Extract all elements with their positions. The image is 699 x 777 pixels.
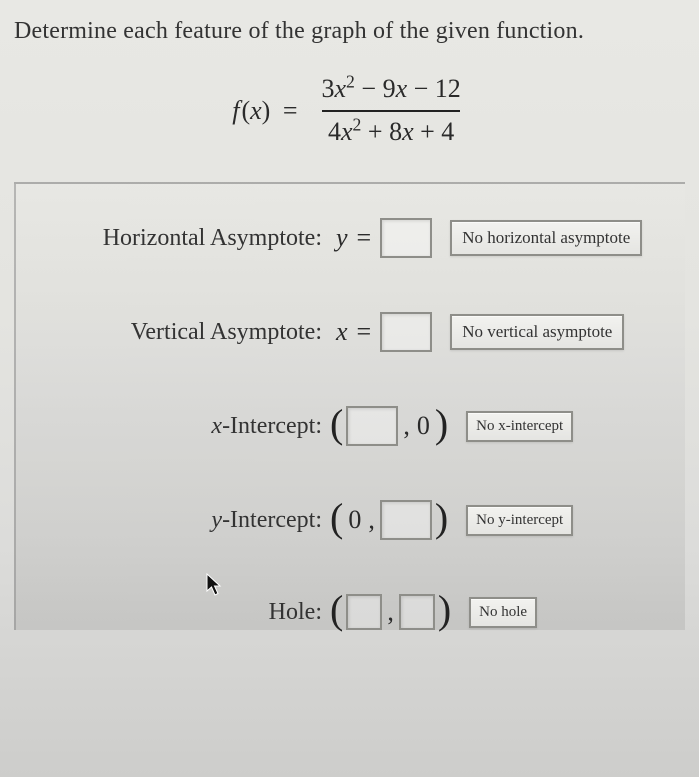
- va-label: Vertical Asymptote:: [24, 319, 330, 346]
- xi-label: x-Intercept:: [24, 413, 330, 440]
- ha-label: Horizontal Asymptote:: [24, 225, 330, 252]
- paren-open: (: [241, 96, 250, 125]
- no-vertical-asymptote-button[interactable]: No vertical asymptote: [450, 314, 624, 350]
- no-horizontal-asymptote-button[interactable]: No horizontal asymptote: [450, 220, 642, 256]
- hole-y-input[interactable]: [399, 594, 435, 630]
- ha-input[interactable]: [380, 218, 432, 258]
- no-y-intercept-button[interactable]: No y-intercept: [466, 505, 573, 536]
- yi-label: y-Intercept:: [24, 507, 330, 534]
- denominator: 4x2 + 8x + 4: [322, 110, 460, 149]
- yi-comma: ,: [366, 505, 377, 535]
- ha-eq: =: [357, 223, 372, 253]
- va-var: x: [336, 317, 348, 347]
- row-hole: Hole: ( , ) No hole: [24, 594, 667, 630]
- hole-label: Hole:: [24, 599, 330, 626]
- no-x-intercept-button[interactable]: No x-intercept: [466, 411, 573, 442]
- ha-var: y: [336, 223, 348, 253]
- row-x-intercept: x-Intercept: ( , 0 ) No x-intercept: [24, 406, 667, 446]
- xi-zero: 0: [415, 411, 432, 441]
- fraction: 3x2 − 9x − 12 4x2 + 8x + 4: [316, 73, 467, 148]
- function-equation: f(x) = 3x2 − 9x − 12 4x2 + 8x + 4: [14, 73, 685, 148]
- row-y-intercept: y-Intercept: ( 0 , ) No y-intercept: [24, 500, 667, 540]
- fn-var: x: [250, 96, 262, 125]
- va-input[interactable]: [380, 312, 432, 352]
- xi-input[interactable]: [346, 406, 398, 446]
- va-eq: =: [357, 317, 372, 347]
- answer-panel: Horizontal Asymptote: y = No horizontal …: [14, 182, 685, 630]
- yi-zero: 0: [346, 505, 363, 535]
- fn-name: f: [232, 96, 239, 125]
- hole-x-input[interactable]: [346, 594, 382, 630]
- xi-comma: ,: [401, 411, 412, 441]
- paren-close: ): [262, 96, 271, 125]
- hole-comma: ,: [385, 597, 396, 627]
- yi-input[interactable]: [380, 500, 432, 540]
- no-hole-button[interactable]: No hole: [469, 597, 537, 628]
- row-horizontal-asymptote: Horizontal Asymptote: y = No horizontal …: [24, 218, 667, 258]
- eq-sign: =: [283, 96, 298, 125]
- numerator: 3x2 − 9x − 12: [316, 73, 467, 110]
- question-prompt: Determine each feature of the graph of t…: [14, 18, 685, 45]
- row-vertical-asymptote: Vertical Asymptote: x = No vertical asym…: [24, 312, 667, 352]
